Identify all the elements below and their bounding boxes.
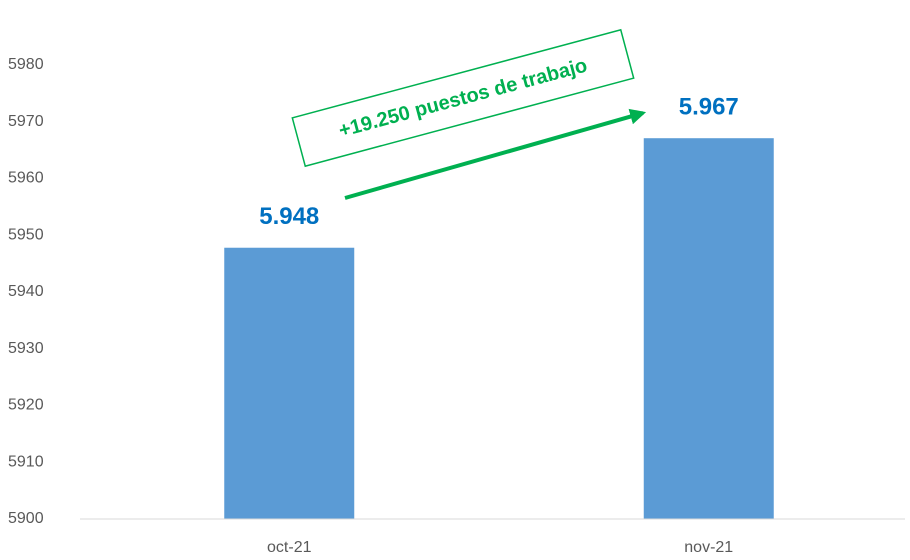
y-tick-label: 5940 — [8, 283, 44, 300]
y-tick-label: 5900 — [8, 510, 44, 527]
x-tick-label: oct-21 — [267, 539, 312, 556]
y-tick-label: 5950 — [8, 226, 44, 243]
annotation-box — [291, 28, 635, 168]
data-label: 5.967 — [679, 94, 739, 121]
annotation: +19.250 puestos de trabajo — [291, 28, 635, 168]
y-tick-label: 5970 — [8, 113, 44, 130]
y-tick-label: 5980 — [8, 56, 44, 73]
y-tick-label: 5960 — [8, 170, 44, 187]
data-label: 5.948 — [259, 203, 319, 230]
x-tick-label: nov-21 — [684, 539, 733, 556]
y-tick-label: 5920 — [8, 397, 44, 414]
bar — [224, 247, 355, 520]
y-tick-label: 5910 — [8, 453, 44, 470]
y-tick-label: 5930 — [8, 340, 44, 357]
bar — [643, 138, 774, 519]
annotation-arrow — [344, 108, 647, 200]
